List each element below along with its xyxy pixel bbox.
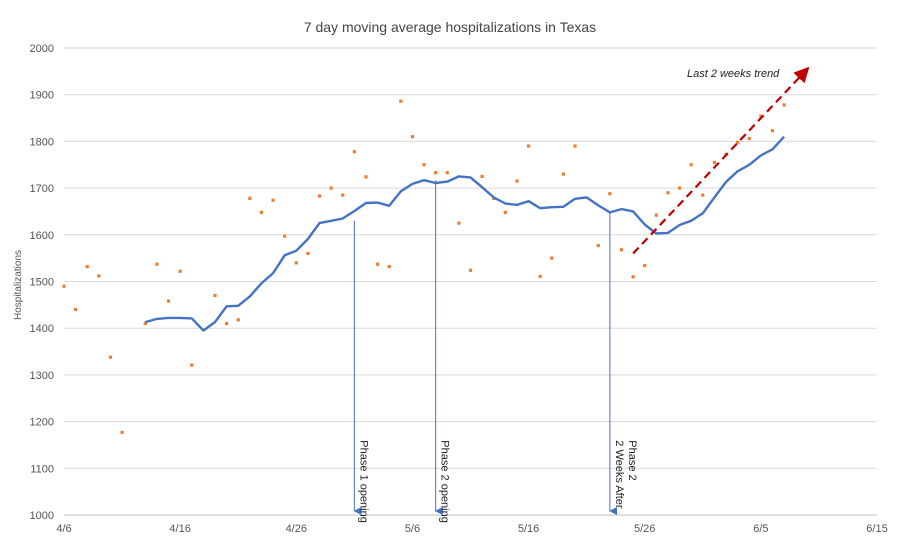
x-tick-label: 5/26 [634,523,655,535]
gridlines [64,47,877,516]
daily-value-dot [782,103,786,107]
x-tick-label: 6/5 [753,523,768,535]
daily-value-dot [631,275,635,279]
daily-value-dot [526,144,531,148]
x-tick-label: 4/26 [286,523,307,535]
daily-value-dot [108,355,113,359]
trend-arrow [632,66,810,255]
daily-value-dot [97,274,101,278]
y-tick-label: 1100 [30,463,54,475]
daily-value-dot [515,179,519,183]
daily-value-dot [666,191,670,195]
daily-value-dot [596,243,600,248]
daily-value-dot [457,221,461,225]
daily-value-dot [701,193,705,197]
daily-value-dot [213,293,217,298]
chart-title: 7 day moving average hospitalizations in… [304,19,596,35]
daily-value-dot [317,194,322,198]
trend-label: Last 2 weeks trend [687,68,780,80]
daily-value-dot [352,150,356,154]
daily-value-dot [654,213,658,217]
daily-value-dot [259,210,264,214]
daily-value-dot [166,299,171,303]
daily-value-dot [248,196,252,200]
daily-value-dot [643,264,647,268]
phase-marker-label: Phase 2 opening [439,440,451,523]
daily-value-dot [422,163,426,167]
y-tick-label: 1400 [30,323,54,335]
daily-value-dot [294,261,298,265]
moving-average-line [144,135,785,332]
daily-value-dot [178,269,182,273]
phase-marker-text: 2 Weeks After [613,440,625,509]
x-tick-label: 5/6 [405,523,420,535]
y-tick-label: 1200 [30,417,54,429]
daily-value-dot [503,210,507,214]
daily-value-dot [375,262,380,266]
x-tick-label: 4/16 [169,523,190,535]
y-tick-label: 1000 [30,510,54,522]
y-tick-label: 1300 [30,370,54,382]
daily-value-dot [608,192,612,196]
daily-value-dot [736,140,740,144]
y-tick-label: 1800 [30,136,54,148]
daily-value-dot [283,234,287,238]
daily-value-dot [538,274,542,278]
annotations: Phase 1 opening Phase 2 opening 2 Weeks Af… [353,66,810,523]
daily-value-dot [573,144,577,148]
daily-value-dot [759,114,763,118]
x-tick-label: 6/15 [866,523,887,535]
daily-value-dot [155,262,159,266]
y-axis-label: Hospitalizations [13,250,24,320]
daily-value-dot [190,363,194,367]
daily-value-dot [364,175,368,179]
daily-value-dot [85,264,89,269]
daily-value-dot [550,256,554,260]
moving-average-layer [144,135,785,332]
daily-value-dot [225,321,229,326]
daily-value-dot [468,268,473,272]
daily-value-dot [712,160,716,165]
x-axis-ticks: 4/6 4/16 4/26 5/6 5/16 5/26 6/5 6/15 [56,523,887,535]
daily-value-dot [120,430,124,434]
daily-value-dot [399,99,403,103]
daily-value-dot [445,171,449,175]
daily-value-dot [561,172,566,176]
daily-value-dot [480,174,484,179]
phase-marker-text: Phase 2 opening [439,440,451,523]
daily-value-dot [271,198,275,202]
daily-value-dot [329,186,333,190]
daily-value-dot [410,135,415,139]
y-tick-label: 2000 [30,43,54,55]
daily-value-dot [236,318,240,322]
y-tick-label: 1600 [30,230,54,242]
daily-value-dot [619,248,624,252]
daily-value-dot [74,307,78,312]
daily-value-dot [677,186,682,190]
daily-value-dot [387,264,391,269]
daily-value-dot [341,193,345,197]
daily-value-dot [434,171,438,175]
daily-dots [62,99,786,434]
daily-value-dot [747,136,751,141]
y-tick-label: 1700 [30,183,54,195]
daily-value-dot [62,284,66,288]
phase-marker-label: 2 Weeks After Phase 2 [613,440,638,509]
daily-value-dot [143,321,147,326]
daily-value-dot [689,163,693,167]
y-tick-label: 1500 [30,277,54,289]
y-axis-ticks: 1000 1100 1200 1300 1400 1500 1600 1700 1800 1900… [30,43,54,522]
phase-marker-text: Phase 1 opening [357,440,369,523]
daily-value-dot [770,129,775,133]
phase-marker-label: Phase 1 opening [357,440,369,523]
y-tick-label: 1900 [30,90,54,102]
daily-value-dot [306,251,310,256]
phase-marker-text: Phase 2 [626,440,638,480]
x-tick-label: 4/6 [56,523,71,535]
x-tick-label: 5/16 [518,523,539,535]
